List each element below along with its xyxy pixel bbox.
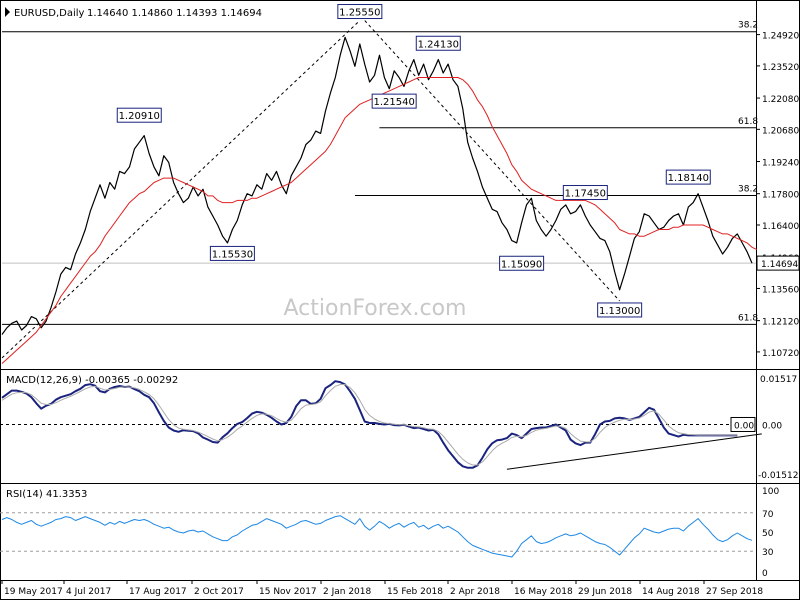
macd-zero-tag-box <box>730 416 756 432</box>
x-tick-label: 2 Oct 2017 <box>194 587 244 597</box>
y-tick-label: 1.17800 <box>762 191 799 201</box>
fib-level-label: 61.8 <box>738 313 758 323</box>
chart-title: EURUSD,Daily <box>14 8 85 19</box>
last-price-tag: 1.14694 <box>761 260 798 270</box>
y-tick-label: 1.23520 <box>762 63 799 73</box>
price-annotation-box <box>499 255 545 271</box>
price-annotation: 1.13000 <box>599 306 640 317</box>
x-tick-label: 29 Jun 2018 <box>578 587 632 597</box>
y-tick-label: 1.16400 <box>762 222 799 232</box>
price-annotation-box <box>209 245 255 261</box>
fib-level-label: 61.8 <box>738 117 758 127</box>
y-tick-label: 1.20680 <box>762 126 799 136</box>
watermark: ActionForex.com <box>284 296 467 321</box>
price-annotation-box <box>415 35 461 51</box>
x-tick-label: 4 Jul 2017 <box>66 587 111 597</box>
macd-line <box>1 380 738 469</box>
rsi-y-tick: 70 <box>762 510 774 520</box>
price-annotation-box <box>337 4 383 20</box>
macd-trend-line <box>506 433 762 470</box>
x-tick-label: 27 Sep 2018 <box>706 587 763 597</box>
rsi-y-tick: 100 <box>762 487 779 497</box>
macd-zero-tag: 0.00 <box>734 421 754 431</box>
macd-y-tick: -0.01512 <box>758 471 798 481</box>
x-tick-label: 15 Feb 2018 <box>387 587 443 597</box>
price-annotation-box <box>371 93 417 109</box>
price-annotation-box <box>597 302 643 318</box>
trend-line <box>1 20 361 359</box>
macd-y-tick: 0.01517 <box>760 375 797 385</box>
price-annotation: 1.15090 <box>501 259 542 270</box>
x-tick-label: 14 Aug 2018 <box>642 587 700 597</box>
price-annotation: 1.18140 <box>668 173 709 184</box>
price-annotation: 1.21540 <box>373 97 414 108</box>
price-annotation: 1.25550 <box>339 8 380 19</box>
rsi-y-tick: 30 <box>762 548 774 558</box>
ohlc-values: 1.14640 1.14860 1.14393 1.14694 <box>87 8 262 19</box>
y-tick-label: 1.22080 <box>762 95 799 105</box>
price-annotation-box <box>116 107 162 123</box>
x-tick-label: 2 Apr 2018 <box>450 587 500 597</box>
fib-level-label: 38.2 <box>738 21 758 31</box>
last-price-tag-box <box>756 255 800 271</box>
x-tick-label: 15 Nov 2017 <box>259 587 317 597</box>
collapse-arrow-icon <box>5 7 10 17</box>
rsi-y-tick: 0 <box>762 569 768 579</box>
y-tick-label: 1.19240 <box>762 159 799 169</box>
y-tick-label: 1.12120 <box>762 318 799 328</box>
price-annotation: 1.20910 <box>119 111 160 122</box>
macd-signal-line <box>1 384 738 466</box>
price-annotation: 1.17450 <box>565 189 606 200</box>
price-annotation: 1.15530 <box>212 249 253 260</box>
rsi-line <box>1 515 753 558</box>
rsi-label: RSI(14) 41.3353 <box>6 489 87 500</box>
macd-label: MACD(12,26,9) -0.00365 -0.00292 <box>6 375 178 386</box>
x-tick-label: 19 May 2017 <box>4 587 63 597</box>
trend-line <box>364 20 621 302</box>
y-tick-label: 1.13560 <box>762 285 799 295</box>
fib-level-label: 38.2 <box>738 184 758 194</box>
rsi-y-tick: 50 <box>762 529 774 539</box>
price-annotation-box <box>665 169 711 185</box>
y-tick-label: 1.10720 <box>762 349 799 359</box>
x-tick-label: 17 Aug 2017 <box>129 587 187 597</box>
y-tick-label: 1.24920 <box>762 32 799 42</box>
x-tick-label: 16 May 2018 <box>514 587 573 597</box>
price-annotation-box <box>562 185 608 201</box>
price-line <box>1 36 753 335</box>
macd-y-tick: 0.00 <box>762 421 782 431</box>
price-annotation: 1.24130 <box>418 39 459 50</box>
x-tick-label: 2 Jan 2018 <box>323 587 371 597</box>
